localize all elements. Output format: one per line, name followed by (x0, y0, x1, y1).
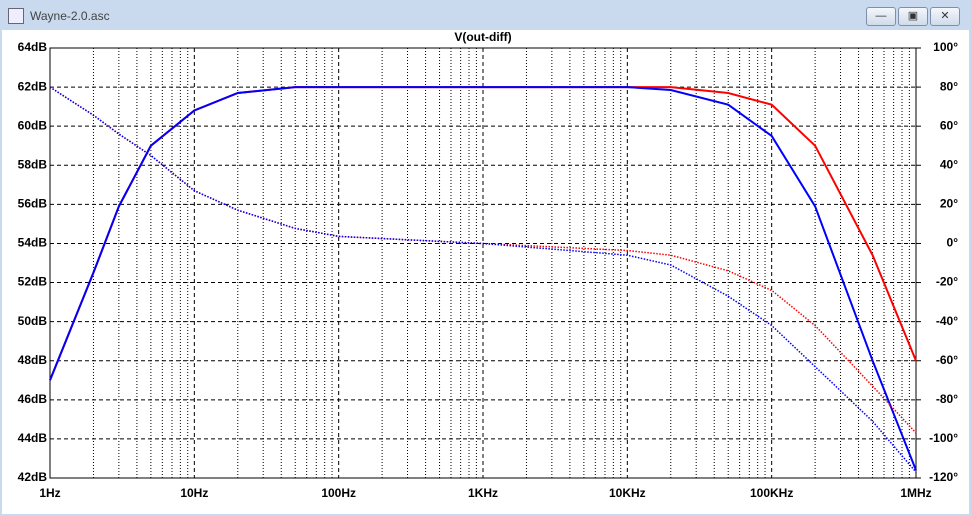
window-title: Wayne-2.0.asc (30, 9, 110, 23)
plot-pane: V(out-diff) 42dB 44dB 46dB 48dB 50dB 52dB 54dB… (2, 30, 969, 514)
x-tick-label: 100Hz (321, 486, 356, 500)
y2-tick-label: 20° (940, 197, 958, 211)
y-tick-label: 48dB (18, 353, 48, 367)
y2-tick-label: 100° (933, 40, 958, 54)
x-tick-label: 10KHz (609, 486, 646, 500)
y-tick-label: 52dB (18, 275, 48, 289)
close-button[interactable]: ✕ (930, 7, 960, 26)
y-tick-label: 42dB (18, 470, 48, 484)
y-tick-label: 50dB (18, 314, 48, 328)
x-tick-label: 10Hz (180, 486, 208, 500)
y-tick-label: 60dB (18, 118, 48, 132)
series-line (49, 86, 917, 473)
plot-frame (49, 47, 917, 479)
y-tick-label: 44dB (18, 431, 48, 445)
y2-tick-label: -20° (936, 275, 958, 289)
y2-tick-label: -80° (936, 392, 958, 406)
plot-title: V(out-diff) (454, 30, 511, 44)
y-tick-label: 64dB (18, 40, 48, 54)
y2-tick-label: -100° (929, 431, 958, 445)
y2-tick-label: -120° (929, 470, 958, 484)
y-tick-label: 46dB (18, 392, 48, 406)
x-tick-label: 100KHz (750, 486, 793, 500)
y2-tick-label: 60° (940, 118, 958, 132)
maximize-button[interactable]: ▣ (898, 7, 928, 26)
window-icon (8, 8, 24, 24)
x-tick-label: 1KHz (468, 486, 498, 500)
y2-tick-label: -60° (936, 353, 958, 367)
y-tick-label: 54dB (18, 236, 48, 250)
x-tick-label: 1Hz (39, 486, 60, 500)
y2-tick-label: 0° (947, 236, 959, 250)
x-tick-label: 1MHz (900, 486, 931, 500)
y2-tick-label: -40° (936, 314, 958, 328)
y2-tick-label: 40° (940, 157, 958, 171)
title-bar: Wayne-2.0.asc — ▣ ✕ (0, 0, 971, 30)
y2-tick-label: 80° (940, 79, 958, 93)
series-line (49, 86, 917, 471)
minimize-button[interactable]: — (866, 7, 896, 26)
y-tick-label: 58dB (18, 157, 48, 171)
y-tick-label: 62dB (18, 79, 48, 93)
y-tick-label: 56dB (18, 197, 48, 211)
